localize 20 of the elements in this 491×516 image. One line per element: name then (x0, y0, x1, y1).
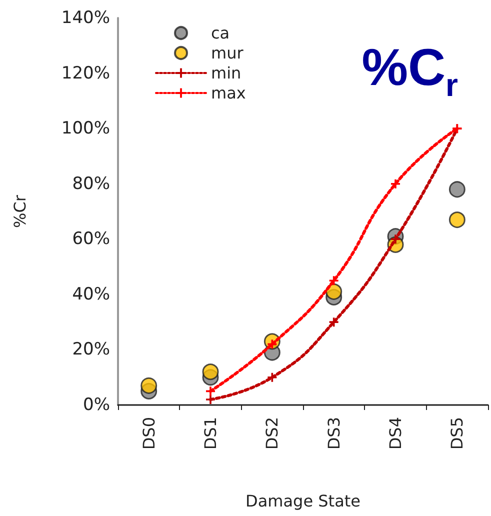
y-tick-label: 40% (72, 284, 110, 304)
legend-label: mur (211, 44, 244, 62)
x-tick-label: DS3 (324, 417, 344, 450)
legend-label: max (211, 84, 246, 102)
x-tick-label: DS2 (262, 417, 282, 450)
x-tick-label: DS5 (448, 417, 467, 450)
x-tick-label: DS1 (201, 417, 220, 450)
y-axis-title: %Cr (10, 194, 30, 228)
x-tick-label: DS0 (139, 417, 158, 450)
y-tick-label: 140% (61, 8, 110, 28)
y-tick-label: 100% (61, 118, 110, 139)
x-axis-title: Damage State (246, 492, 360, 510)
y-tick-label: 120% (61, 63, 110, 84)
legend-label: min (211, 64, 242, 82)
legend-label: ca (211, 24, 230, 42)
x-tick-label: DS4 (386, 417, 405, 450)
y-tick-label: 0% (83, 395, 110, 415)
y-tick-label: 20% (72, 340, 110, 360)
y-tick-label: 80% (72, 174, 110, 194)
y-tick-label: 60% (72, 229, 110, 250)
